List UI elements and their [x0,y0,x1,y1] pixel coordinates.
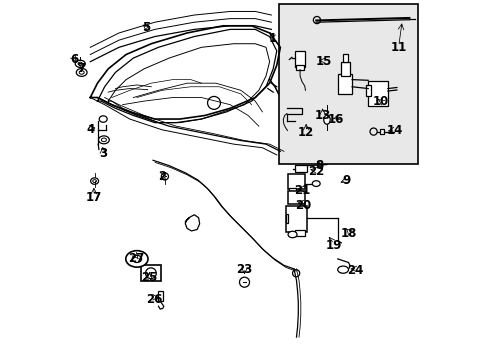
Bar [278,4,418,164]
Text: 18: 18 [340,226,356,239]
Text: 3: 3 [99,147,107,159]
Text: 20: 20 [295,199,311,212]
Text: 4: 4 [86,123,94,136]
Bar [158,291,163,301]
Text: 11: 11 [390,41,406,54]
Ellipse shape [75,60,85,67]
Bar [379,130,384,134]
Bar [367,81,387,107]
Bar [337,74,351,94]
Ellipse shape [312,181,320,186]
Text: 19: 19 [325,239,342,252]
Bar [285,206,306,232]
Text: 21: 21 [294,184,310,197]
Ellipse shape [99,136,109,144]
Text: 22: 22 [307,165,324,178]
Bar [341,62,349,76]
Text: 24: 24 [347,264,363,277]
Text: 16: 16 [327,113,344,126]
Text: 25: 25 [141,271,157,284]
Bar [294,230,305,235]
Text: 15: 15 [315,55,331,68]
Text: 17: 17 [85,191,102,204]
Bar [287,191,304,204]
Ellipse shape [287,231,296,238]
Ellipse shape [76,68,87,76]
Text: 23: 23 [236,263,252,276]
Ellipse shape [79,71,84,74]
Ellipse shape [323,115,329,124]
Text: 5: 5 [142,21,150,34]
Text: 8: 8 [315,159,323,172]
Bar [289,188,295,191]
Text: 6: 6 [70,53,78,66]
Text: 26: 26 [145,293,162,306]
Text: 14: 14 [386,124,403,137]
Ellipse shape [101,138,106,141]
Text: 10: 10 [372,95,388,108]
Text: 1: 1 [268,32,276,45]
Ellipse shape [90,178,99,184]
Bar [296,65,303,69]
Bar [287,174,304,189]
Ellipse shape [337,266,348,273]
Text: 13: 13 [314,109,330,122]
Bar [294,165,306,172]
Text: 12: 12 [298,126,314,139]
Bar [366,85,370,96]
Ellipse shape [78,62,82,66]
Text: 27: 27 [128,252,144,265]
Bar [141,265,161,281]
Bar [294,51,305,67]
Ellipse shape [99,116,107,122]
Bar [343,54,348,62]
Text: 2: 2 [158,170,166,183]
Ellipse shape [125,251,148,267]
Text: 9: 9 [342,174,350,186]
Text: 7: 7 [77,62,85,75]
Bar [285,214,287,223]
Ellipse shape [93,180,96,183]
Ellipse shape [132,255,142,262]
